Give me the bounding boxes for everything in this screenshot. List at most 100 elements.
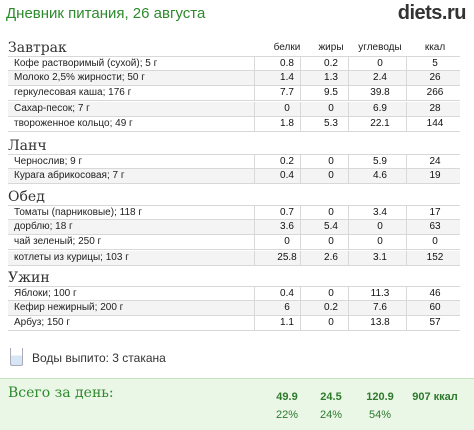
protein-value: 6: [284, 302, 290, 314]
fat-value: 0: [328, 207, 334, 218]
column-divider: [254, 235, 255, 251]
carbs-value: 3.1: [373, 251, 387, 263]
food-row[interactable]: твороженное кольцо; 49 г 1.8 5.3 22.1 144: [8, 116, 460, 132]
food-row[interactable]: Чернослив; 9 г 0.2 0 5.9 24: [8, 154, 460, 170]
column-divider: [406, 116, 407, 132]
column-divider: [348, 235, 349, 251]
carbs-value: 5.9: [373, 156, 387, 167]
food-row[interactable]: дорблю; 18 г 3.6 5.4 0 63: [8, 220, 460, 236]
food-row[interactable]: Арбуз; 150 г 1.1 0 13.8 57: [8, 316, 460, 332]
column-divider: [348, 86, 349, 102]
protein-value: 1.8: [280, 117, 294, 129]
food-name: чай зеленый; 250 г: [14, 236, 102, 248]
site-logo[interactable]: diets.ru: [397, 2, 467, 24]
food-row[interactable]: Яблоки; 100 г 0.4 0 11.3 46: [8, 286, 460, 302]
food-row[interactable]: геркулесовая каша; 176 г 7.7 9.5 39.8 266: [8, 86, 460, 102]
fat-value: 0: [328, 156, 334, 167]
food-name: Томаты (парниковые); 118 г: [14, 207, 142, 218]
column-divider: [406, 169, 407, 185]
fat-value: 5.4: [324, 221, 338, 233]
kcal-value: 24: [429, 156, 441, 167]
food-row[interactable]: Кофе растворимый (сухой); 5 г 0.8 0.2 0 5: [8, 56, 460, 72]
column-divider: [254, 86, 255, 102]
protein-value: 7.7: [280, 87, 294, 99]
food-name: Сахар-песок; 7 г: [14, 102, 90, 114]
kcal-value: 17: [429, 207, 441, 218]
food-row[interactable]: Кефир нежирный; 200 г 6 0.2 7.6 60: [8, 301, 460, 317]
column-divider: [300, 116, 301, 132]
column-divider: [254, 220, 255, 236]
food-row[interactable]: Томаты (парниковые); 118 г 0.7 0 3.4 17: [8, 205, 460, 221]
kcal-value: 60: [429, 302, 441, 314]
column-header-protein: белки: [273, 42, 301, 53]
column-divider: [300, 86, 301, 102]
column-divider: [406, 301, 407, 317]
meal-title: Ланч: [8, 138, 47, 154]
food-row[interactable]: Молоко 2,5% жирности; 50 г 1.4 1.3 2.4 26: [8, 71, 460, 87]
column-divider: [406, 206, 407, 221]
header: Дневник питания, 26 августа diets.ru: [0, 0, 474, 32]
column-divider: [254, 116, 255, 132]
column-divider: [254, 57, 255, 72]
protein-value: 0: [284, 102, 290, 114]
food-row[interactable]: чай зеленый; 250 г 0 0 0 0: [8, 235, 460, 251]
column-divider: [300, 169, 301, 185]
protein-value: 0.4: [280, 170, 294, 182]
kcal-value: 5: [432, 58, 438, 69]
food-row[interactable]: Курага абрикосовая; 7 г 0.4 0 4.6 19: [8, 169, 460, 185]
total-kcal: 907 ккал: [412, 391, 458, 403]
fat-value: 1.3: [324, 72, 338, 84]
column-divider: [254, 301, 255, 317]
column-divider: [300, 287, 301, 302]
fat-value: 2.6: [324, 251, 338, 263]
column-header-carbs: углеводы: [358, 42, 402, 53]
column-divider: [406, 86, 407, 102]
food-row[interactable]: Сахар-песок; 7 г 0 0 6.9 28: [8, 101, 460, 117]
column-divider: [406, 287, 407, 302]
column-header-fat: жиры: [318, 42, 344, 53]
fat-value: 0: [328, 288, 334, 299]
total-protein: 49.9: [276, 391, 298, 403]
carbs-value: 22.1: [370, 117, 390, 129]
carbs-value: 0: [377, 221, 383, 233]
kcal-value: 57: [429, 317, 441, 329]
kcal-value: 46: [429, 288, 441, 299]
meal-title: Завтрак: [8, 40, 67, 56]
column-divider: [406, 220, 407, 236]
kcal-value: 19: [429, 170, 441, 182]
protein-value: 0.8: [280, 58, 294, 69]
column-divider: [300, 250, 301, 266]
column-divider: [300, 206, 301, 221]
kcal-value: 266: [426, 87, 444, 99]
protein-value: 1.4: [280, 72, 294, 84]
column-divider: [348, 301, 349, 317]
food-row[interactable]: котлеты из курицы; 103 г 25.8 2.6 3.1 152: [8, 250, 460, 266]
column-divider: [406, 155, 407, 170]
column-divider: [300, 71, 301, 87]
fat-value: 5.3: [324, 117, 338, 129]
fat-value: 0: [328, 102, 334, 114]
column-divider: [348, 169, 349, 185]
kcal-value: 28: [429, 102, 441, 114]
column-header-kcal: ккал: [424, 42, 446, 53]
column-divider: [300, 101, 301, 117]
column-divider: [300, 155, 301, 170]
fat-value: 0.2: [324, 58, 338, 69]
column-divider: [348, 101, 349, 117]
carbs-value: 7.6: [373, 302, 387, 314]
carbs-value: 0: [377, 58, 383, 69]
protein-value: 1.1: [280, 317, 294, 329]
column-divider: [406, 316, 407, 332]
column-divider: [348, 287, 349, 302]
food-name: Кефир нежирный; 200 г: [14, 302, 124, 314]
food-name: Кофе растворимый (сухой); 5 г: [14, 58, 158, 69]
kcal-value: 26: [429, 72, 441, 84]
column-divider: [348, 220, 349, 236]
carbs-value: 11.3: [370, 288, 390, 299]
fat-value: 0: [328, 170, 334, 182]
carbs-value: 0: [377, 236, 383, 248]
carbs-value: 2.4: [373, 72, 387, 84]
carbs-value: 4.6: [373, 170, 387, 182]
fat-value: 9.5: [324, 87, 338, 99]
column-divider: [300, 301, 301, 317]
